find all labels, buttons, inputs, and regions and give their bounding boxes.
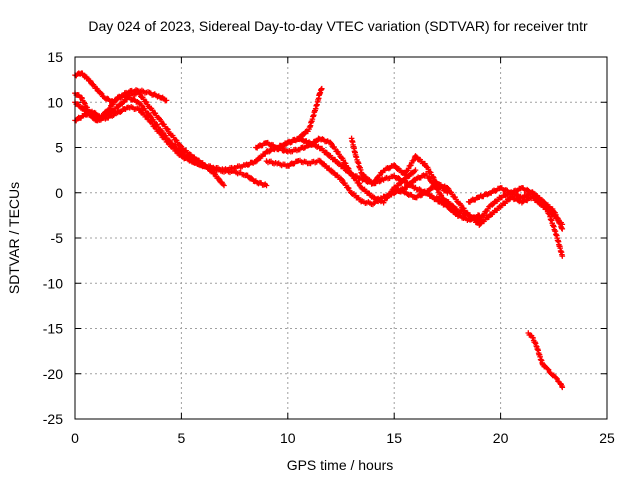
y-tick-label: 5	[55, 140, 63, 156]
series-markers	[72, 94, 270, 189]
series-track-7	[274, 85, 325, 153]
x-tick-label: 10	[280, 430, 296, 446]
y-tick-label: -20	[43, 366, 63, 382]
series-markers	[72, 89, 227, 189]
y-tick-label: -5	[51, 230, 64, 246]
series-markers	[465, 185, 566, 232]
series-markers	[525, 330, 566, 391]
y-tick-label: -15	[43, 321, 63, 337]
y-tick-label: -25	[43, 411, 63, 427]
x-tick-label: 20	[493, 430, 509, 446]
x-tick-label: 5	[178, 430, 186, 446]
series-markers	[274, 85, 325, 153]
grid	[75, 57, 607, 419]
x-tick-labels: 0 5 10 15 20 25	[71, 430, 615, 446]
data-series	[72, 70, 566, 391]
y-tick-label: 15	[47, 49, 63, 65]
series-track-2	[72, 89, 227, 189]
x-tick-label: 15	[386, 430, 402, 446]
series-track-12	[465, 185, 566, 232]
y-tick-label: 10	[47, 94, 63, 110]
series-track-13	[525, 330, 566, 391]
x-tick-label: 0	[71, 430, 79, 446]
plot-frame	[74, 56, 608, 420]
series-track-8	[263, 157, 483, 223]
series-markers	[263, 157, 483, 223]
chart-title: Day 024 of 2023, Sidereal Day-to-day VTE…	[88, 18, 588, 34]
series-track-4	[72, 94, 270, 189]
y-tick-label: 0	[55, 185, 63, 201]
y-tick-labels: -25 -20 -15 -10 -5 0 5 10 15	[43, 49, 63, 427]
y-tick-label: -10	[43, 275, 63, 291]
x-axis-label: GPS time / hours	[287, 457, 394, 473]
x-tick-label: 25	[599, 430, 615, 446]
y-axis-label: SDTVAR / TECUs	[6, 182, 22, 294]
